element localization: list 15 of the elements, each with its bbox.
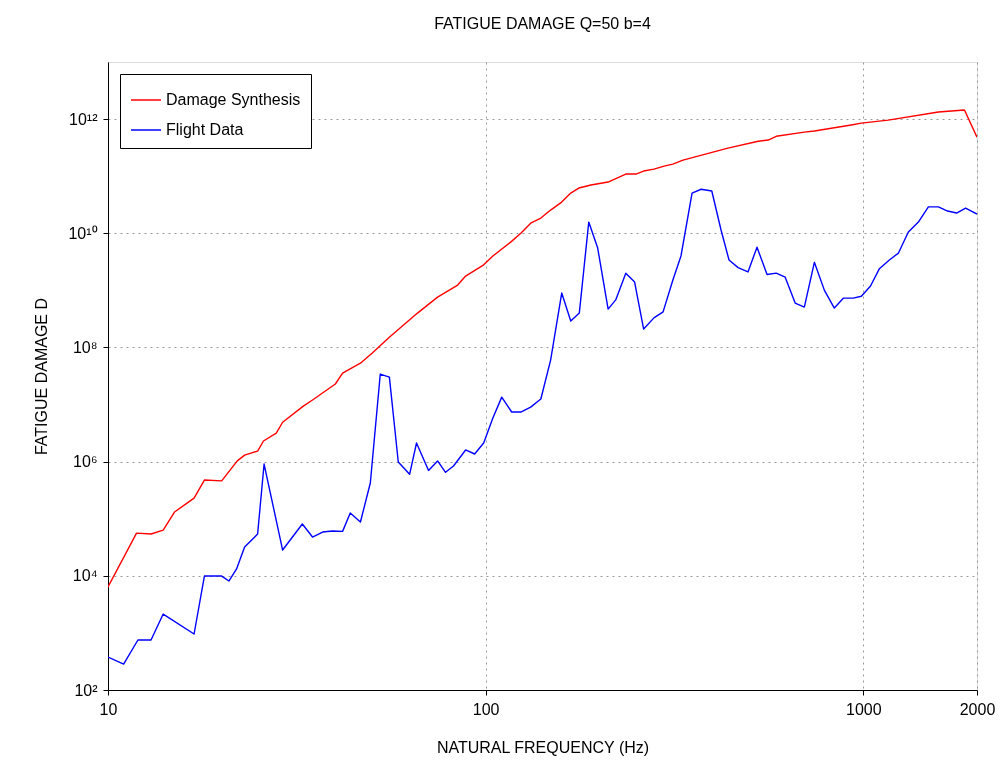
x-tick-label: 100 — [472, 700, 500, 718]
y-tick-label: 10⁸ — [72, 338, 98, 356]
x-tick-label: 2000 — [959, 700, 996, 718]
x-tick-label: 1000 — [846, 700, 882, 718]
x-tick-label: 10 — [99, 700, 118, 718]
legend-label: Damage Synthesis — [166, 91, 301, 108]
y-tick-label: 10⁶ — [73, 453, 98, 471]
x-axis-title: NATURAL FREQUENCY (Hz) — [436, 738, 650, 756]
chart-title: FATIGUE DAMAGE Q=50 b=4 — [434, 15, 651, 32]
y-tick-label: 10⁴ — [72, 567, 98, 585]
y-tick-label: 10¹² — [69, 110, 99, 128]
legend-label: Flight Data — [166, 121, 244, 138]
y-tick-label: 10¹⁰ — [68, 224, 98, 242]
y-axis-title: FATIGUE DAMAGE D — [33, 297, 51, 456]
y-tick-label: 10² — [74, 681, 99, 699]
